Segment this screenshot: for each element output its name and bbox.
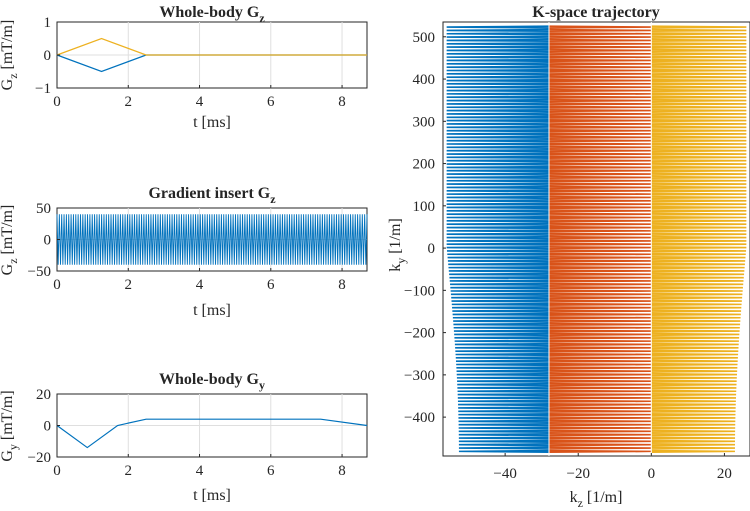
y-tick-label: −1 xyxy=(35,81,51,97)
series-blue-line xyxy=(56,418,368,449)
x-tick-label: 6 xyxy=(267,94,275,110)
x-tick-label: 2 xyxy=(125,94,133,110)
x-tick-label: 20 xyxy=(717,466,732,482)
title-gradient-insert-gz: Gradient insert Gz xyxy=(148,185,276,206)
y-tick-label: 0 xyxy=(428,241,436,257)
xlabel-whole-body-gy: t [ms] xyxy=(193,487,231,504)
x-tick-label: 4 xyxy=(196,463,204,479)
y-tick-label: 0 xyxy=(44,419,52,435)
trajectory-yellow-segment xyxy=(651,25,747,454)
x-tick-label: 8 xyxy=(338,277,346,293)
y-tick-label: 0 xyxy=(44,48,52,64)
y-tick-label: 500 xyxy=(413,30,436,46)
gradient-oscillation-line xyxy=(56,214,368,265)
x-tick-label: 0 xyxy=(53,463,61,479)
x-tick-label: 0 xyxy=(648,466,656,482)
x-tick-label: 6 xyxy=(267,463,275,479)
x-tick-label: 4 xyxy=(196,94,204,110)
x-tick-label: 8 xyxy=(338,94,346,110)
y-tick-label: 20 xyxy=(36,387,51,403)
panel-k-space-trajectory: K-space trajectory −40 −20 0 20−400−300−200… xyxy=(387,4,750,510)
xlabel-k-space-trajectory: kz [1/m] xyxy=(570,489,623,510)
x-tick-label: 0 xyxy=(53,94,61,110)
xlabel-gradient-insert-gz: t [ms] xyxy=(193,302,231,319)
x-tick-label: 8 xyxy=(338,463,346,479)
trajectory-blue-segment xyxy=(446,25,549,454)
x-tick-label: −40 xyxy=(493,466,516,482)
y-tick-label: 1 xyxy=(44,15,52,31)
ylabel-gradient-insert-gz: Gz [mT/m] xyxy=(0,205,20,276)
y-tick-label: 100 xyxy=(413,199,436,215)
y-tick-label: 0 xyxy=(44,233,52,249)
y-tick-label: −200 xyxy=(404,326,435,342)
y-tick-label: −50 xyxy=(28,264,51,280)
y-tick-label: −400 xyxy=(404,410,435,426)
y-tick-label: 200 xyxy=(413,157,436,173)
x-tick-label: 2 xyxy=(125,277,133,293)
ylabel-k-space-trajectory: ky [1/m] xyxy=(387,218,408,272)
x-tick-label: 6 xyxy=(267,277,275,293)
y-tick-label: −300 xyxy=(404,368,435,384)
title-k-space-trajectory: K-space trajectory xyxy=(532,4,660,21)
title-whole-body-gy: Whole-body Gy xyxy=(159,371,265,392)
y-tick-label: −100 xyxy=(404,283,435,299)
ylabel-whole-body-gy: Gy [mT/m] xyxy=(0,390,20,461)
title-whole-body-gz: Whole-body Gz xyxy=(159,4,265,25)
x-tick-label: 0 xyxy=(53,277,61,293)
ylabel-whole-body-gz: Gz [mT/m] xyxy=(0,20,20,91)
y-tick-label: −20 xyxy=(28,450,51,466)
x-tick-label: 2 xyxy=(125,463,133,479)
y-tick-label: 300 xyxy=(413,114,436,130)
x-tick-label: −20 xyxy=(566,466,589,482)
panel-whole-body-gz: Whole-body Gz 0 2 4 6 8−101 t [ms] Gz [mT/m] xyxy=(0,4,368,131)
series-yellow-line xyxy=(56,37,367,56)
y-tick-label: 400 xyxy=(413,72,436,88)
x-tick-label: 4 xyxy=(196,277,204,293)
xlabel-whole-body-gz: t [ms] xyxy=(193,114,231,131)
y-tick-label: 50 xyxy=(36,201,51,217)
